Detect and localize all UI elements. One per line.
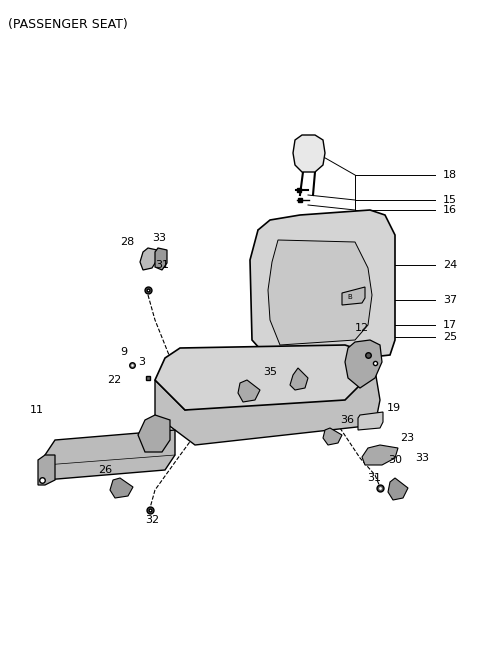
Text: 16: 16 bbox=[443, 205, 457, 215]
Text: 33: 33 bbox=[152, 233, 166, 243]
Text: 24: 24 bbox=[443, 260, 457, 270]
Text: 32: 32 bbox=[145, 515, 159, 525]
Polygon shape bbox=[45, 430, 175, 480]
Polygon shape bbox=[362, 445, 398, 465]
Polygon shape bbox=[238, 380, 260, 402]
Polygon shape bbox=[110, 478, 133, 498]
Text: 37: 37 bbox=[443, 295, 457, 305]
Polygon shape bbox=[138, 415, 170, 452]
Text: 19: 19 bbox=[387, 403, 401, 413]
Text: 35: 35 bbox=[263, 367, 277, 377]
Text: 23: 23 bbox=[400, 433, 414, 443]
Text: 12: 12 bbox=[355, 323, 369, 333]
Text: (PASSENGER SEAT): (PASSENGER SEAT) bbox=[8, 18, 128, 31]
Text: 15: 15 bbox=[443, 195, 457, 205]
Text: 30: 30 bbox=[388, 455, 402, 465]
Text: 3: 3 bbox=[138, 357, 145, 367]
Text: 9: 9 bbox=[120, 347, 127, 357]
Polygon shape bbox=[388, 478, 408, 500]
Text: 17: 17 bbox=[443, 320, 457, 330]
Text: 26: 26 bbox=[98, 465, 112, 475]
Text: B: B bbox=[347, 294, 352, 300]
Text: 25: 25 bbox=[443, 332, 457, 342]
Polygon shape bbox=[342, 287, 365, 305]
Text: 31: 31 bbox=[367, 473, 381, 483]
Polygon shape bbox=[358, 412, 383, 430]
Text: 33: 33 bbox=[415, 453, 429, 463]
Polygon shape bbox=[155, 345, 375, 410]
Polygon shape bbox=[38, 455, 55, 485]
Polygon shape bbox=[345, 340, 382, 388]
Text: 31: 31 bbox=[155, 260, 169, 270]
Text: 22: 22 bbox=[107, 375, 121, 385]
Polygon shape bbox=[268, 240, 372, 345]
Polygon shape bbox=[155, 370, 380, 445]
Polygon shape bbox=[323, 428, 342, 445]
Text: 28: 28 bbox=[120, 237, 134, 247]
Polygon shape bbox=[250, 210, 395, 365]
Text: 11: 11 bbox=[30, 405, 44, 415]
Text: 18: 18 bbox=[443, 170, 457, 180]
Polygon shape bbox=[140, 248, 157, 270]
Polygon shape bbox=[290, 368, 308, 390]
Text: 36: 36 bbox=[340, 415, 354, 425]
Polygon shape bbox=[293, 135, 325, 172]
Polygon shape bbox=[155, 248, 167, 270]
